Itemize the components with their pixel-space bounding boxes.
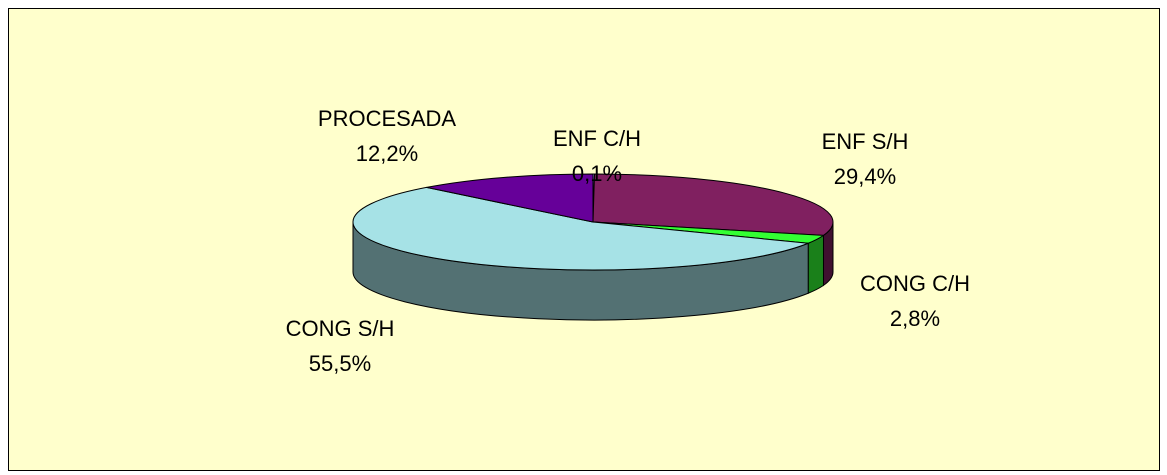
slice [426,173,594,223]
slice-label: ENF S/H [822,129,909,154]
slice [592,173,834,236]
slice [352,186,809,271]
slice-side [807,234,824,294]
value-label: 2,8% [890,306,940,331]
value-label: 12,2% [356,141,418,166]
value-label: 29,4% [834,164,896,189]
slice-label: PROCESADA [318,106,456,131]
value-label: 0,1% [572,161,622,186]
value-label: 55,5% [309,351,371,376]
slice-label: CONG C/H [860,271,970,296]
slice-label: CONG S/H [286,316,395,341]
slice-label: ENF C/H [553,126,641,151]
